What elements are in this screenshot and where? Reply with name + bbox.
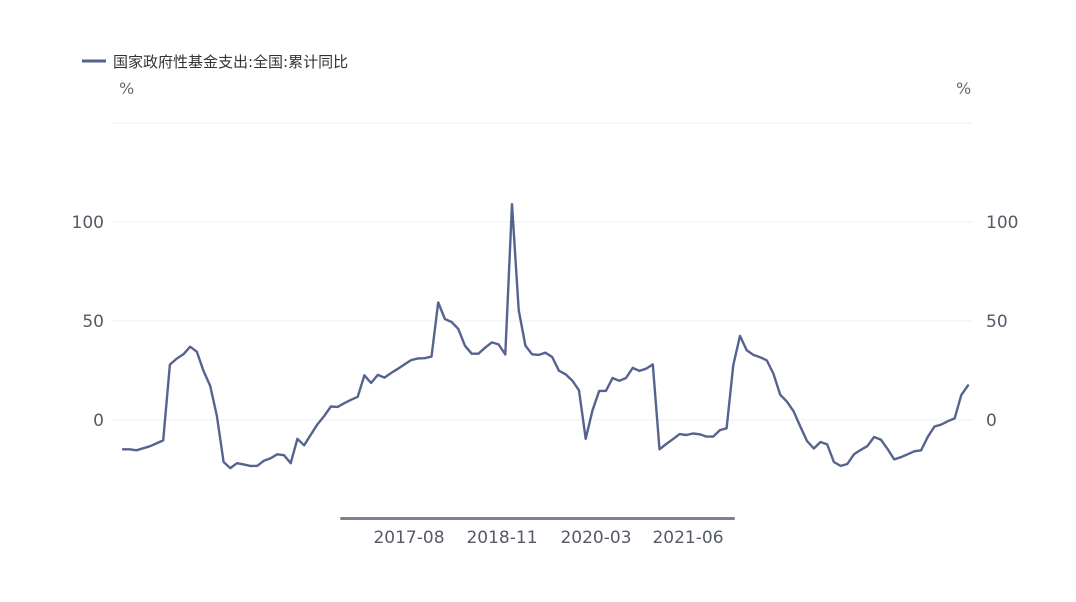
- y-tick-label-right: 100: [986, 213, 1018, 233]
- x-tick-label: 2017-08: [373, 528, 444, 548]
- y-axis-right: 0 50 100: [986, 213, 1018, 431]
- x-tick-label: 2021-06: [652, 528, 723, 548]
- y-axis-unit-left: %: [119, 79, 134, 98]
- legend-label[interactable]: 国家政府性基金支出:全国:累计同比: [113, 53, 348, 71]
- y-axis-unit-right: %: [956, 79, 971, 98]
- grid-lines: [112, 122, 972, 421]
- x-tick-label: 2018-11: [466, 528, 537, 548]
- series-line[interactable]: [121, 203, 970, 470]
- y-tick-label-right: 50: [986, 312, 1008, 332]
- y-tick-label-left: 50: [82, 312, 104, 332]
- y-tick-label-left: 100: [72, 213, 104, 233]
- y-tick-label-right: 0: [986, 411, 997, 431]
- x-tick-label: 2020-03: [560, 528, 631, 548]
- x-axis: 2017-08 2018-11 2020-03 2021-06: [373, 528, 723, 548]
- y-axis-left: 0 50 100: [72, 213, 104, 431]
- x-axis-track[interactable]: [340, 517, 735, 520]
- y-tick-label-left: 0: [93, 411, 104, 431]
